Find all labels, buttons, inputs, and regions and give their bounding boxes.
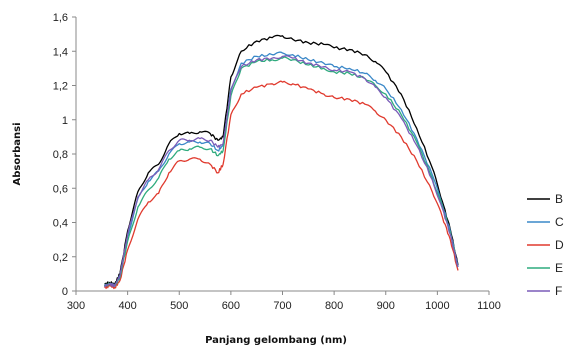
series-line-B [104, 34, 459, 285]
x-tick-label: 300 [67, 300, 85, 312]
y-tick-label: 0,8 [53, 149, 68, 161]
series-line-D [103, 80, 459, 290]
series-line-E [104, 56, 459, 287]
y-tick-label: 1 [62, 115, 68, 127]
legend-label-C: C [555, 215, 564, 229]
x-tick-label: 400 [118, 300, 136, 312]
legend-label-F: F [555, 284, 562, 298]
x-axis-ticks: 300 400 500 600 700 800 900 1000 1100 [67, 291, 501, 312]
legend-label-D: D [555, 238, 564, 252]
x-axis-title: Panjang gelombang (nm) [205, 335, 347, 346]
x-tick-label: 600 [222, 300, 240, 312]
x-tick-label: 1000 [425, 300, 449, 312]
series-line-C [103, 51, 459, 288]
y-axis-title: Absorbansi [12, 122, 23, 185]
y-tick-label: 0 [62, 286, 68, 298]
legend-label-E: E [555, 261, 563, 275]
legend-label-B: B [555, 192, 563, 206]
y-tick-label: 0,4 [53, 218, 68, 230]
y-tick-label: 1,6 [53, 12, 68, 24]
y-tick-label: 1,4 [53, 46, 68, 58]
series-line-F [104, 55, 459, 288]
series-lines [103, 34, 459, 290]
x-tick-label: 900 [377, 300, 395, 312]
y-tick-label: 0,2 [53, 252, 68, 264]
y-tick-label: 0,6 [53, 183, 68, 195]
y-axis-ticks: 0 0,2 0,4 0,6 0,8 1 1,2 1,4 1,6 [53, 12, 76, 298]
x-tick-label: 700 [273, 300, 291, 312]
x-tick-label: 500 [170, 300, 188, 312]
y-tick-label: 1,2 [53, 81, 68, 93]
x-tick-label: 800 [325, 300, 343, 312]
x-tick-label: 1100 [477, 300, 501, 312]
